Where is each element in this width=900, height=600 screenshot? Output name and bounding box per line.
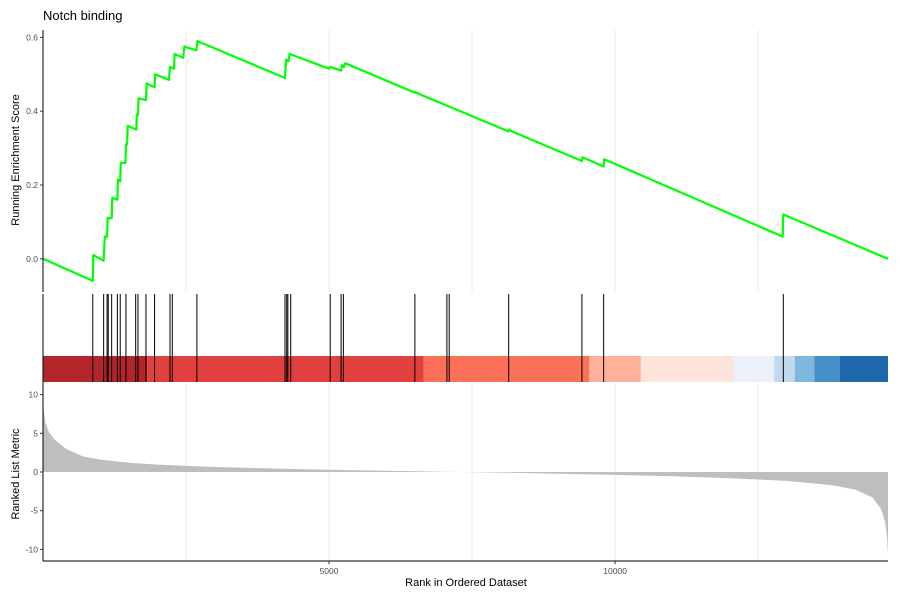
ranked-metric-tick-label: -5 xyxy=(30,506,38,516)
hit-and-colorbar-panel xyxy=(43,294,888,382)
color-bar-segment xyxy=(423,356,590,382)
x-tick-label: 10000 xyxy=(603,566,627,576)
running-score-panel xyxy=(42,39,889,282)
color-bar-segment xyxy=(589,356,641,382)
running-score-tick-label: 0.0 xyxy=(26,254,38,264)
color-bar-segment xyxy=(794,356,815,382)
running-score-ylabel: Running Enrichment Score xyxy=(10,94,22,225)
ranked-metric-area xyxy=(43,386,888,556)
running-score-tick-label: 0.6 xyxy=(26,32,38,42)
ranked-metric-tick-label: -10 xyxy=(26,544,39,554)
x-tick-label: 5000 xyxy=(320,566,339,576)
running-score-tick-label: 0.4 xyxy=(26,106,38,116)
color-bar-segment xyxy=(814,356,840,382)
ranked-metric-tick-label: 10 xyxy=(29,390,39,400)
color-bar-segment xyxy=(43,356,148,382)
running-score-tick-label: 0.2 xyxy=(26,180,38,190)
chart-title: Notch binding xyxy=(43,8,123,23)
color-bar-segment xyxy=(774,356,795,382)
ranked-metric-ylabel: Ranked List Metric xyxy=(10,428,22,520)
grid-lines xyxy=(185,30,759,561)
ranked-metric-panel xyxy=(43,386,888,556)
ranked-metric-tick-label: 5 xyxy=(33,428,38,438)
ranked-metric-tick-label: 0 xyxy=(33,467,38,477)
color-bar-segment xyxy=(733,356,775,382)
x-axis-label: Rank in Ordered Dataset xyxy=(405,577,527,589)
axes: 0.0 0.2 0.4 0.6 10 5 0 -5 -10 5000 10000 xyxy=(26,30,888,576)
color-bar-segment xyxy=(839,356,888,382)
color-bar-segment xyxy=(640,356,734,382)
running-score-line xyxy=(42,39,889,282)
